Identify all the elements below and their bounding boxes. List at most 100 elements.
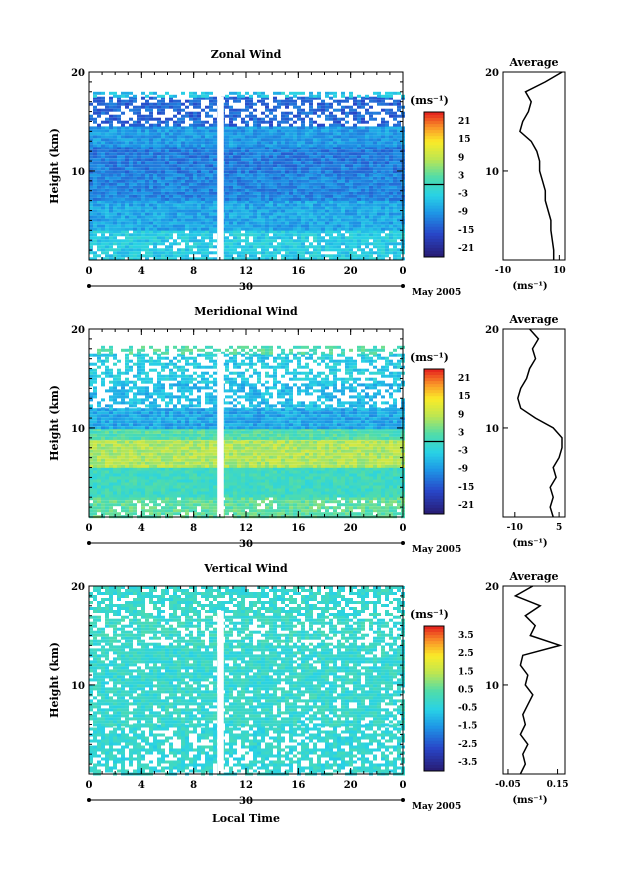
heatmap-cell <box>133 158 137 162</box>
heatmap-cell <box>241 245 245 249</box>
heatmap-cell <box>293 144 297 148</box>
heatmap-cell <box>245 126 249 130</box>
heatmap-cell <box>197 126 201 130</box>
heatmap-cell <box>337 99 341 103</box>
heatmap-cell <box>133 173 137 177</box>
heatmap-cell <box>341 132 345 136</box>
heatmap-cell <box>261 203 265 207</box>
heatmap-cell <box>173 152 177 156</box>
heatmap-cell <box>349 167 353 171</box>
heatmap-cell <box>237 512 241 516</box>
heatmap-cell <box>377 470 381 474</box>
heatmap-cell <box>157 257 161 261</box>
heatmap-cell <box>349 245 353 249</box>
heatmap-cell <box>205 236 209 240</box>
heatmap-cell <box>205 132 209 136</box>
heatmap-cell <box>385 215 389 219</box>
heatmap-cell <box>173 191 177 195</box>
heatmap-cell <box>313 179 317 183</box>
heatmap-cell <box>317 144 321 148</box>
heatmap-cell <box>277 129 281 133</box>
heatmap-cell <box>317 236 321 240</box>
heatmap-cell <box>305 470 309 474</box>
heatmap-cell <box>397 221 401 225</box>
heatmap-cell <box>389 230 393 234</box>
heatmap-cell <box>289 194 293 198</box>
heatmap-cell <box>209 155 213 159</box>
heatmap-cell <box>241 144 245 148</box>
heatmap-cell <box>121 224 125 228</box>
heatmap-cell <box>101 512 105 516</box>
heatmap-cell <box>205 185 209 189</box>
heatmap-cell <box>253 227 257 231</box>
heatmap-cell <box>93 182 97 186</box>
heatmap-cell <box>285 200 289 204</box>
heatmap-cell <box>141 227 145 231</box>
heatmap-cell <box>125 512 129 516</box>
heatmap-cell <box>161 512 165 516</box>
heatmap-cell <box>289 218 293 222</box>
heatmap-cell <box>237 227 241 231</box>
heatmap-cell <box>277 123 281 127</box>
heatmap-cell <box>237 254 241 258</box>
heatmap-cell <box>357 105 361 109</box>
heatmap-cell <box>389 141 393 145</box>
heatmap-cell <box>193 161 197 165</box>
heatmap-cell <box>181 215 185 219</box>
heatmap-cell <box>237 132 241 136</box>
heatmap-cell <box>177 117 181 121</box>
heatmap-cell <box>337 102 341 106</box>
heatmap-cell <box>269 135 273 139</box>
heatmap-cell <box>293 221 297 225</box>
heatmap-cell <box>169 206 173 210</box>
heatmap-cell <box>185 221 189 225</box>
heatmap-cell <box>281 242 285 246</box>
heatmap-cell <box>165 191 169 195</box>
heatmap-cell <box>385 138 389 142</box>
heatmap-cell <box>121 188 125 192</box>
heatmap-cell <box>201 497 205 501</box>
heatmap-cell <box>349 200 353 204</box>
heatmap-cell <box>385 176 389 180</box>
heatmap-cell <box>397 230 401 234</box>
heatmap-cell <box>369 161 373 165</box>
heatmap-cell <box>269 123 273 127</box>
heatmap-cell <box>289 209 293 213</box>
heatmap-cell <box>341 94 345 98</box>
heatmap-cell <box>353 227 357 231</box>
heatmap-cell <box>161 146 165 150</box>
heatmap-cell <box>109 158 113 162</box>
heatmap-cell <box>365 158 369 162</box>
heatmap-cell <box>297 111 301 115</box>
heatmap-cell <box>325 105 329 109</box>
heatmap-cell <box>201 206 205 210</box>
heatmap-cell <box>193 251 197 255</box>
heatmap-cell <box>149 126 153 130</box>
heatmap-cell <box>277 203 281 207</box>
heatmap-cell <box>285 126 289 130</box>
heatmap-cell <box>393 155 397 159</box>
heatmap-cell <box>161 155 165 159</box>
heatmap-cell <box>313 500 317 504</box>
heatmap-cell <box>233 470 237 474</box>
heatmap-cell <box>181 506 185 510</box>
heatmap-cell <box>169 209 173 213</box>
heatmap-cell <box>249 215 253 219</box>
heatmap-cell <box>353 167 357 171</box>
heatmap-cell <box>237 242 241 246</box>
heatmap-cell <box>209 167 213 171</box>
heatmap-cell <box>369 182 373 186</box>
colorbar-swatch <box>424 136 444 140</box>
heatmap-cell <box>361 194 365 198</box>
heatmap-cell <box>345 149 349 153</box>
heatmap-cell <box>397 102 401 106</box>
heatmap-cell <box>141 230 145 234</box>
heatmap-cell <box>285 497 289 501</box>
heatmap-cell <box>161 254 165 258</box>
heatmap-cell <box>305 227 309 231</box>
heatmap-cell <box>177 230 181 234</box>
heatmap-cell <box>185 257 189 261</box>
heatmap-cell <box>345 170 349 174</box>
heatmap-cell <box>105 120 109 124</box>
heatmap-cell <box>301 224 305 228</box>
